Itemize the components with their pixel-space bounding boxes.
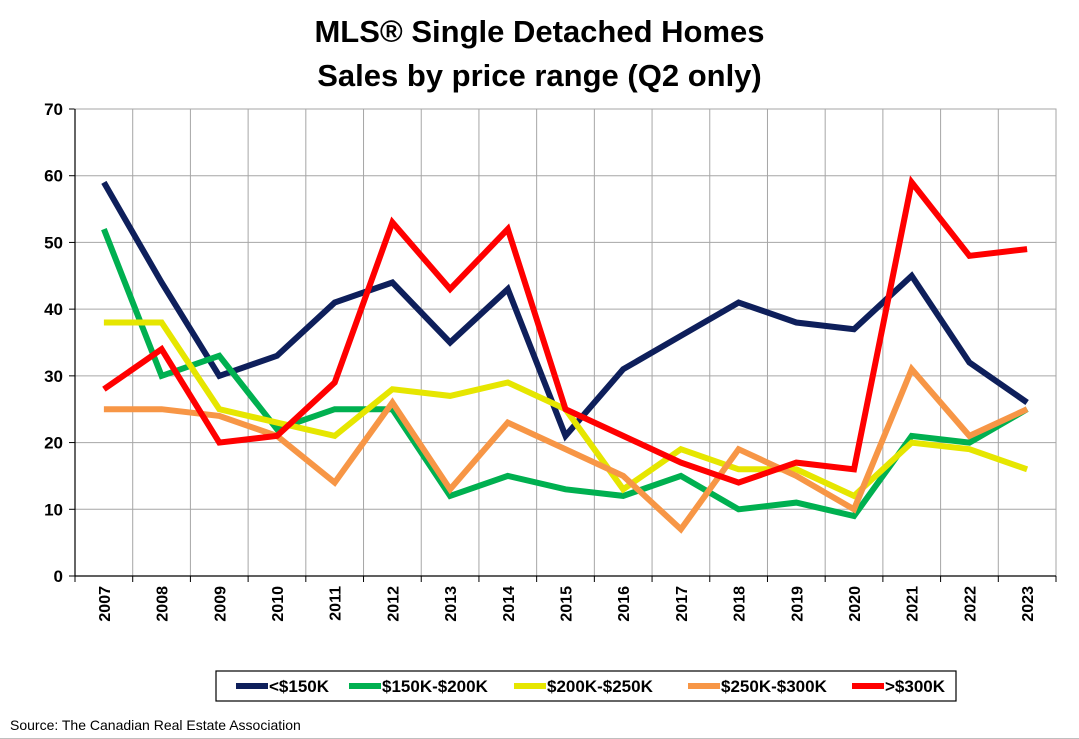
y-tick-label: 30 [44, 367, 63, 386]
legend-item: $150K-$200K [349, 677, 489, 696]
legend-item: >$300K [852, 677, 946, 696]
x-tick-label: 2017 [674, 586, 691, 622]
series-3 [103, 363, 1029, 534]
x-tick-label: 2014 [501, 586, 518, 622]
x-tick-label: 2018 [732, 586, 749, 622]
legend-label: $200K-$250K [547, 677, 654, 696]
x-tick-label: 2021 [905, 586, 922, 622]
series-lines [101, 175, 1029, 534]
x-tick-label: 2008 [155, 586, 172, 622]
y-tick-label: 20 [44, 434, 63, 453]
legend-label: >$300K [885, 677, 946, 696]
plot-area-border [74, 108, 1057, 577]
x-tick-label: 2016 [616, 586, 633, 622]
x-tick-labels: 2007 2008 2009 2010 2011 2012 2013 2014 2015 2016… [97, 586, 1037, 622]
chart-title: MLS® Single Detached Homes [314, 14, 765, 49]
legend-label: <$150K [269, 677, 330, 696]
y-tick-label: 40 [44, 300, 63, 319]
legend-item: $250K-$300K [688, 677, 828, 696]
series-line [101, 228, 1029, 520]
x-tick-label: 2022 [962, 586, 979, 622]
series-0 [101, 180, 1029, 442]
legend-label: $250K-$300K [721, 677, 828, 696]
x-tick-label: 2019 [789, 586, 806, 622]
y-tick-label: 60 [44, 167, 63, 186]
x-tick-label: 2015 [559, 586, 576, 622]
legend-item: $200K-$250K [514, 677, 654, 696]
y-tick-label: 70 [44, 100, 63, 119]
x-tick-label: 2013 [443, 586, 460, 622]
legend-box [215, 670, 957, 702]
y-tick-label: 0 [54, 567, 63, 586]
x-tick-label: 2010 [270, 586, 287, 622]
x-tick-label: 2011 [328, 586, 345, 621]
x-tick-label: 2009 [212, 586, 229, 622]
legend-item: <$150K [236, 677, 330, 696]
x-tick-label: 2023 [1020, 586, 1037, 622]
x-tick-label: 2020 [847, 586, 864, 622]
series-4 [102, 175, 1028, 486]
chart-subtitle: Sales by price range (Q2 only) [317, 58, 762, 93]
series-1 [101, 228, 1029, 520]
x-tick-label: 2007 [97, 586, 114, 622]
legend: <$150K $150K-$200K $200K-$250K $250K-$300K >… [215, 670, 957, 702]
y-tick-label: 10 [44, 500, 63, 519]
y-tick-label: 50 [44, 233, 63, 252]
x-tick-label: 2012 [385, 586, 402, 622]
legend-label: $150K-$200K [382, 677, 489, 696]
source-note: Source: The Canadian Real Estate Associa… [10, 717, 301, 733]
